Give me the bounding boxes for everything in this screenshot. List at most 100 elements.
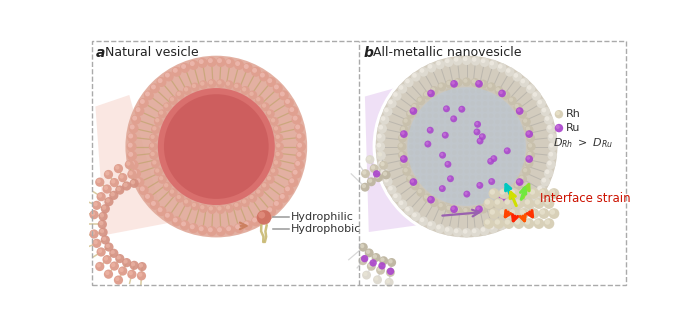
Circle shape: [549, 188, 559, 199]
Circle shape: [401, 127, 405, 131]
Circle shape: [470, 138, 475, 143]
Circle shape: [116, 165, 120, 170]
Circle shape: [379, 125, 383, 130]
Circle shape: [501, 181, 506, 186]
Circle shape: [279, 193, 288, 203]
Circle shape: [416, 96, 426, 105]
Circle shape: [458, 126, 463, 130]
Circle shape: [531, 193, 541, 202]
Circle shape: [158, 207, 162, 212]
Circle shape: [550, 189, 555, 195]
Circle shape: [501, 150, 506, 155]
Circle shape: [420, 68, 424, 73]
Circle shape: [421, 132, 426, 137]
Circle shape: [383, 172, 387, 176]
Circle shape: [433, 126, 438, 130]
Text: All-metallic nanovesicle: All-metallic nanovesicle: [372, 46, 521, 59]
Circle shape: [497, 221, 506, 230]
Circle shape: [494, 218, 504, 229]
Circle shape: [100, 213, 104, 217]
Circle shape: [452, 193, 456, 198]
Circle shape: [459, 107, 463, 110]
Circle shape: [526, 160, 530, 164]
Circle shape: [92, 201, 102, 210]
Circle shape: [95, 178, 104, 187]
Circle shape: [151, 201, 156, 206]
Circle shape: [190, 224, 195, 229]
Circle shape: [488, 83, 492, 88]
Circle shape: [518, 174, 527, 183]
Circle shape: [501, 144, 506, 149]
Circle shape: [129, 123, 139, 133]
Circle shape: [411, 179, 414, 183]
Circle shape: [427, 107, 432, 112]
Circle shape: [472, 207, 476, 212]
Circle shape: [383, 177, 393, 186]
Circle shape: [482, 181, 487, 186]
Circle shape: [453, 228, 462, 237]
Circle shape: [482, 200, 487, 204]
Circle shape: [440, 162, 444, 168]
Circle shape: [470, 126, 475, 130]
Circle shape: [446, 162, 449, 165]
Circle shape: [458, 144, 463, 149]
Circle shape: [435, 60, 444, 69]
Circle shape: [374, 173, 383, 182]
Circle shape: [458, 169, 463, 174]
Circle shape: [102, 255, 112, 264]
Circle shape: [545, 170, 550, 174]
Circle shape: [225, 58, 235, 68]
Circle shape: [292, 115, 302, 125]
Circle shape: [91, 211, 95, 216]
Circle shape: [508, 113, 512, 118]
Circle shape: [495, 150, 500, 155]
Circle shape: [489, 132, 493, 137]
Circle shape: [506, 218, 510, 222]
Circle shape: [480, 81, 484, 85]
Circle shape: [482, 138, 487, 143]
Circle shape: [130, 261, 139, 270]
Circle shape: [398, 151, 407, 160]
Circle shape: [446, 187, 451, 192]
Circle shape: [145, 91, 150, 96]
Circle shape: [252, 218, 257, 223]
Circle shape: [519, 126, 524, 130]
Circle shape: [540, 209, 545, 215]
Circle shape: [272, 159, 281, 168]
Circle shape: [415, 156, 420, 162]
Circle shape: [406, 174, 415, 183]
Circle shape: [428, 64, 433, 69]
Circle shape: [421, 150, 426, 155]
Circle shape: [458, 106, 466, 113]
Circle shape: [412, 182, 416, 187]
Circle shape: [438, 83, 443, 88]
Circle shape: [513, 126, 518, 130]
Circle shape: [427, 89, 435, 97]
Circle shape: [494, 86, 503, 95]
Circle shape: [176, 195, 181, 199]
Circle shape: [489, 61, 494, 66]
Circle shape: [477, 193, 482, 198]
Circle shape: [482, 89, 487, 94]
Circle shape: [452, 169, 456, 174]
Circle shape: [458, 200, 463, 204]
Circle shape: [173, 218, 178, 223]
Circle shape: [163, 182, 172, 191]
Circle shape: [380, 162, 385, 166]
Circle shape: [489, 178, 495, 185]
Circle shape: [489, 113, 493, 118]
Text: Ru: Ru: [566, 123, 580, 133]
Circle shape: [554, 110, 564, 119]
Circle shape: [97, 263, 101, 267]
Circle shape: [528, 143, 532, 148]
Circle shape: [192, 203, 196, 207]
Circle shape: [427, 221, 436, 230]
Circle shape: [411, 182, 420, 190]
Circle shape: [154, 167, 163, 176]
Circle shape: [242, 87, 246, 91]
Circle shape: [452, 107, 456, 112]
Circle shape: [376, 151, 386, 160]
Circle shape: [257, 210, 272, 225]
Circle shape: [376, 133, 386, 142]
Circle shape: [127, 270, 136, 279]
